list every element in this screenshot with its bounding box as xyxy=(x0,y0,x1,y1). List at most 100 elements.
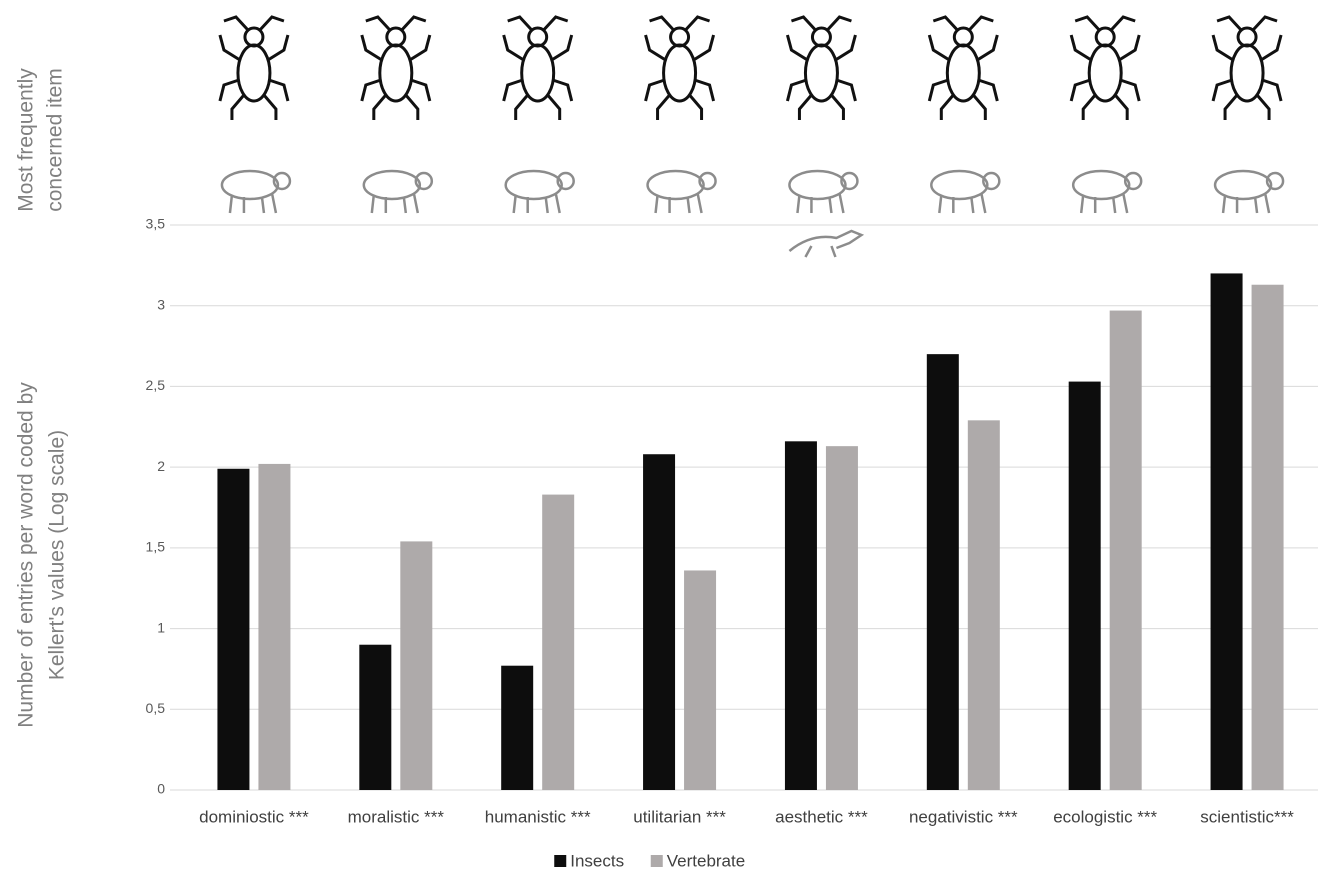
y-axis-title-top: concerned item xyxy=(44,68,67,212)
icon-part xyxy=(1261,78,1283,102)
icon-part xyxy=(669,26,691,48)
icon-part xyxy=(810,26,832,48)
icon-part xyxy=(1071,169,1131,201)
icon-part xyxy=(220,169,280,201)
bar xyxy=(217,468,250,790)
icon-part xyxy=(410,78,432,102)
x-tick-label: scientistic*** xyxy=(1200,807,1294,826)
icon-part xyxy=(649,15,675,32)
icon-part xyxy=(1094,26,1116,48)
icon-part xyxy=(360,78,382,102)
bar xyxy=(1109,310,1142,790)
y-axis-title: Kellert's values (Log scale) xyxy=(46,430,69,680)
icon-part xyxy=(414,171,434,191)
icon-part xyxy=(1110,15,1136,32)
icon-part xyxy=(502,34,525,62)
y-axis-title: Number of entries per word coded by xyxy=(15,382,38,728)
icon-part xyxy=(243,26,265,48)
icon-part xyxy=(1079,192,1129,214)
icon-part xyxy=(1081,94,1097,120)
bar xyxy=(825,446,858,790)
icon-part xyxy=(1069,34,1092,62)
icon-part xyxy=(830,94,845,120)
y-tick-label: 3 xyxy=(157,296,165,312)
x-tick-label: negativistic *** xyxy=(909,807,1018,826)
bar xyxy=(967,420,1000,790)
insect-icon xyxy=(785,15,857,120)
vertebrate-icon xyxy=(362,169,434,214)
icon-part xyxy=(1211,78,1233,102)
bar xyxy=(926,354,959,790)
x-tick-label: humanistic *** xyxy=(485,807,591,826)
icon-part xyxy=(930,169,989,201)
bar xyxy=(784,441,817,790)
icon-part xyxy=(788,229,865,258)
icon-part xyxy=(656,94,671,120)
icon-part xyxy=(684,15,711,32)
icon-part xyxy=(228,192,278,214)
icon-part xyxy=(236,43,272,103)
icon-part xyxy=(514,94,529,120)
icon-part xyxy=(644,78,666,102)
icon-part xyxy=(1265,171,1285,191)
icon-part xyxy=(223,15,250,32)
icon-part xyxy=(840,171,859,191)
vertebrate-icon xyxy=(1071,169,1143,214)
icon-part xyxy=(1119,78,1141,102)
icon-part xyxy=(982,171,1001,191)
icon-part xyxy=(1255,94,1271,120)
icon-part xyxy=(556,171,575,191)
x-tick-label: ecologistic *** xyxy=(1053,807,1157,826)
insect-icon xyxy=(644,15,716,120)
vertebrate-icon xyxy=(788,229,865,258)
icon-part xyxy=(1074,15,1101,32)
icon-part xyxy=(1118,34,1141,62)
icon-part xyxy=(976,34,999,62)
icon-part xyxy=(1236,26,1258,48)
icon-part xyxy=(527,26,549,48)
insect-icon xyxy=(360,15,432,120)
icon-part xyxy=(365,15,391,32)
icon-part xyxy=(1260,34,1283,62)
icon-part xyxy=(803,43,839,103)
bar xyxy=(1210,273,1243,790)
insect-icon xyxy=(1211,15,1283,120)
icon-part xyxy=(542,15,569,32)
icon-part xyxy=(1123,171,1143,191)
icon-part xyxy=(372,94,387,120)
insect-icon xyxy=(1069,15,1141,120)
icon-part xyxy=(796,192,845,214)
icon-part xyxy=(927,78,949,102)
icon-part xyxy=(230,94,246,120)
bar xyxy=(258,463,291,790)
icon-part xyxy=(1114,94,1129,120)
icon-part xyxy=(932,15,959,32)
bar xyxy=(359,644,392,790)
icon-part xyxy=(927,34,951,62)
icon-part xyxy=(835,78,857,102)
y-axis-title-top: Most frequently xyxy=(15,68,38,212)
legend-label: Insects xyxy=(570,851,624,870)
y-tick-label: 1,5 xyxy=(146,539,166,555)
icon-part xyxy=(1223,94,1239,120)
icon-part xyxy=(267,34,290,62)
bar xyxy=(400,541,433,790)
icon-part xyxy=(692,34,716,62)
bar xyxy=(1251,284,1284,790)
y-tick-label: 2,5 xyxy=(146,377,166,393)
icon-part xyxy=(662,43,698,103)
insect-icon xyxy=(502,15,574,120)
icon-part xyxy=(688,94,704,120)
insect-icon xyxy=(218,15,290,120)
icon-part xyxy=(945,43,981,103)
icon-part xyxy=(262,94,278,120)
icon-part xyxy=(360,34,383,62)
icon-part xyxy=(826,15,852,32)
icon-part xyxy=(646,169,705,201)
icon-part xyxy=(1087,43,1123,103)
icon-part xyxy=(378,43,414,103)
bar xyxy=(643,454,676,790)
icon-part xyxy=(694,78,716,102)
icon-part xyxy=(785,34,809,62)
legend-swatch xyxy=(554,855,567,867)
